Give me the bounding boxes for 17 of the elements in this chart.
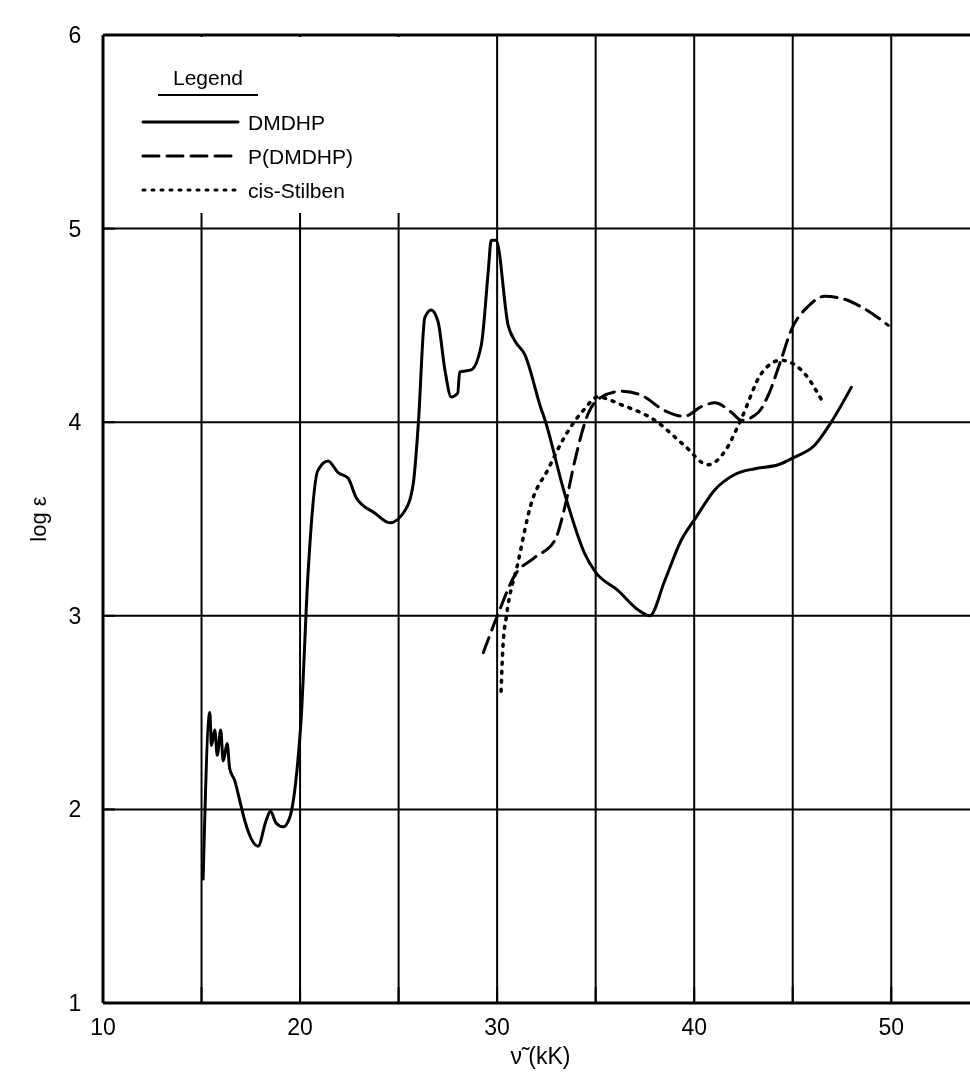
legend-label: cis-Stilben xyxy=(248,179,345,202)
x-tick-label: 10 xyxy=(90,1014,116,1040)
y-tick-label: 2 xyxy=(68,796,82,823)
legend-title: Legend xyxy=(172,66,244,89)
y-axis-title: log ε xyxy=(26,496,51,542)
x-tick-label: 40 xyxy=(681,1014,707,1040)
y-tick-label: 3 xyxy=(68,602,82,629)
legend-label: P(DMDHP) xyxy=(248,145,353,168)
y-tick-label: 6 xyxy=(68,22,82,48)
x-tick-label: 30 xyxy=(484,1014,510,1040)
y-tick-label: 1 xyxy=(68,990,82,1016)
y-tick-label: 4 xyxy=(68,409,82,436)
legend-label: DMDHP xyxy=(248,111,325,134)
x-axis-title: ν̃ (kK) xyxy=(510,1043,571,1069)
y-tick-label: 5 xyxy=(68,215,82,242)
x-tick-label: 20 xyxy=(287,1014,313,1040)
x-tick-label: 50 xyxy=(878,1014,905,1040)
